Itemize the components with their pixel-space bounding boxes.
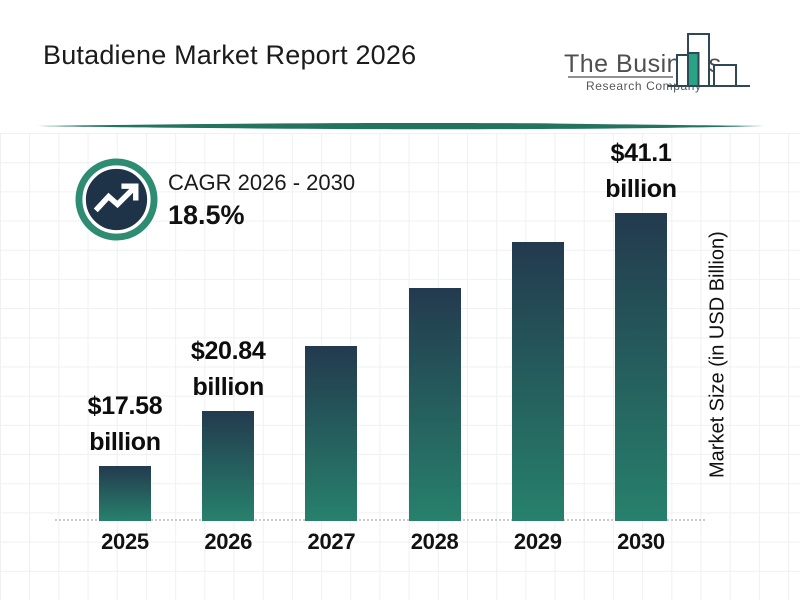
bar-value-label-2025: $17.58 billion [50, 388, 200, 460]
bar-value-unit: billion [605, 175, 677, 203]
header-divider [35, 122, 765, 130]
cagr-badge [75, 158, 158, 241]
page-title: Butadiene Market Report 2026 [43, 40, 417, 70]
logo-bar-chart-icon [668, 33, 750, 87]
cagr-text-block: CAGR 2026 - 2030 18.5% [168, 170, 355, 231]
x-tick-2027: 2027 [307, 529, 356, 554]
bar-value-amount: $17.58 [87, 392, 163, 420]
company-logo: The Business Research Company [556, 22, 756, 102]
bar-value-amount: $20.84 [190, 337, 266, 365]
bar-value-unit: billion [192, 373, 264, 401]
bar-value-label-2026: $20.84 billion [153, 333, 303, 405]
bar-2025 [99, 466, 151, 521]
bar-value-unit: billion [89, 428, 161, 456]
x-tick-2025: 2025 [101, 529, 149, 554]
x-tick-2030: 2030 [617, 529, 665, 554]
bar-2029 [511, 242, 564, 521]
trending-up-icon [75, 158, 158, 241]
logo-graphic: The Business Research Company [564, 33, 750, 93]
x-axis-baseline [55, 519, 705, 521]
bar-2030 [615, 213, 667, 521]
bar-value-amount: $41.1 [610, 139, 672, 167]
x-tick-2029: 2029 [513, 529, 562, 554]
x-tick-2028: 2028 [410, 529, 459, 554]
bar-2027 [305, 346, 358, 521]
logo-text-line2: Research Company [586, 79, 702, 93]
cagr-period-label: CAGR 2026 - 2030 [168, 170, 356, 195]
cagr-value: 18.5% [168, 200, 245, 230]
bar-2026 [202, 411, 255, 521]
bar-value-label-2030: $41.1 billion [566, 135, 716, 207]
bar-2028 [408, 288, 461, 521]
x-tick-2026: 2026 [204, 529, 253, 554]
y-axis-label: Market Size (in USD Billion) [706, 231, 729, 479]
